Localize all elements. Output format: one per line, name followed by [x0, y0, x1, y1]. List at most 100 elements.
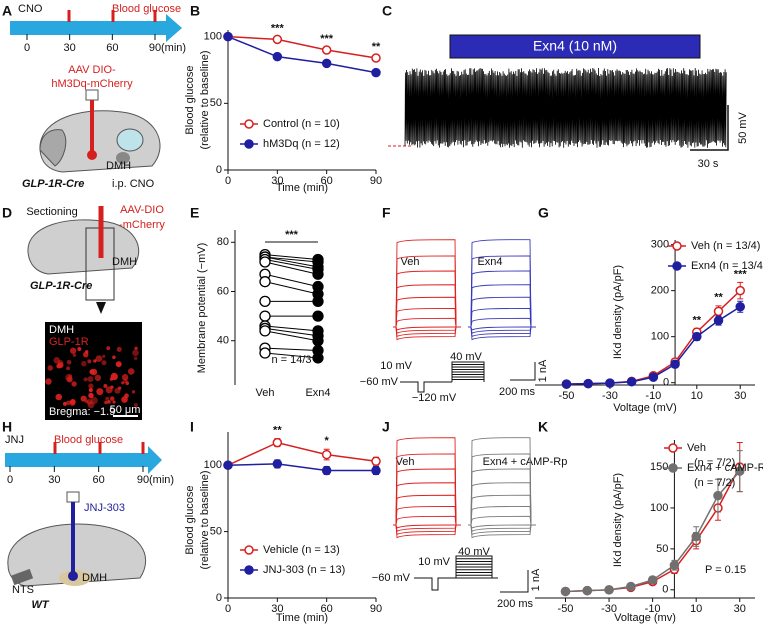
cell: [66, 400, 71, 406]
x-tick-label: 0: [225, 175, 231, 187]
x-tick-label: 60: [321, 175, 333, 187]
current-trace: [468, 437, 536, 526]
region: [116, 128, 144, 152]
data-point: [312, 268, 324, 280]
x-tick-label: -30: [601, 603, 617, 615]
timeline-unit: (min): [161, 42, 186, 54]
y-tick-label: 100: [204, 459, 222, 471]
scale-i: 1 nA: [537, 359, 549, 382]
current-trace: [393, 317, 461, 328]
panel-label: G: [538, 205, 549, 221]
data-point: [371, 456, 381, 466]
image-label: DMH: [49, 324, 74, 336]
virus: AAV-DIO: [120, 204, 164, 216]
note: n = 14/3: [271, 354, 311, 366]
pair-line: [264, 259, 319, 270]
cell: [125, 381, 130, 386]
y-tick-label: 50: [656, 543, 668, 555]
cell: [121, 374, 129, 381]
cell: [104, 400, 108, 405]
scale-t: 30 s: [698, 158, 719, 170]
protocol: 40 mV: [458, 546, 490, 558]
region: [10, 568, 34, 586]
mouse: GLP-1R-Cre: [22, 178, 84, 190]
cell: [88, 392, 94, 399]
cell: [102, 354, 106, 358]
bregma: Bregma: −1.9: [49, 406, 115, 418]
protocol-line: [400, 381, 452, 393]
x-tick-label: Exn4: [305, 387, 330, 399]
cell: [81, 360, 87, 367]
data-point: [735, 285, 745, 296]
current-trace: [393, 494, 461, 526]
y-tick-label: 200: [651, 285, 669, 297]
cell: [106, 346, 111, 351]
data-point: [259, 347, 271, 359]
current-trace: [468, 326, 536, 341]
y-tick-label: 60: [217, 285, 229, 297]
timeline-label: 60: [93, 474, 105, 486]
x-tick-label: 30: [271, 603, 283, 615]
cell: [69, 347, 77, 354]
protocol-steps: [455, 555, 493, 578]
pair-line: [264, 325, 319, 332]
current-trace: [468, 326, 536, 331]
cell: [66, 359, 72, 365]
x-tick-label: Veh: [256, 387, 275, 399]
cell: [131, 390, 136, 394]
cell: [103, 384, 108, 388]
data-point: [371, 67, 381, 78]
data-point: [272, 459, 283, 469]
cell: [88, 387, 93, 393]
brain: [39, 110, 161, 173]
current-trace: [393, 437, 461, 526]
data-point: [560, 586, 571, 597]
data-point: [312, 310, 324, 322]
significance: **: [372, 41, 381, 53]
legend-label: Veh (n = 7/2): [687, 442, 735, 469]
x-axis-label: Voltage (mV): [613, 402, 677, 414]
timeline-arrow: [5, 446, 162, 474]
cell: [114, 387, 121, 394]
series-line: [227, 441, 377, 466]
panel-label: F: [382, 205, 391, 221]
legend-marker: [244, 119, 254, 129]
y-axis-label: (relative to baseline): [199, 470, 211, 569]
data-point: [648, 372, 659, 382]
current-trace: [468, 524, 536, 539]
virus: hM3Dq-mCherry: [51, 78, 133, 90]
protocol: −60 mV: [360, 376, 399, 388]
data-point: [259, 256, 271, 268]
data-point: [223, 31, 233, 42]
cell: [121, 396, 128, 403]
data-point: [312, 295, 324, 307]
data-point: [647, 575, 658, 585]
data-point: [692, 331, 702, 342]
x-tick-label: 90: [370, 175, 382, 187]
injection-site: [68, 571, 78, 581]
pair-line: [264, 327, 319, 337]
cell: [71, 381, 77, 387]
data-point: [735, 466, 745, 476]
cell: [105, 396, 110, 401]
x-tick-label: 60: [321, 603, 333, 615]
x-tick-label: -10: [645, 390, 661, 402]
y-axis-label: IKd density (pA/pF): [612, 473, 624, 567]
x-axis-label: Time (min): [276, 182, 328, 194]
y-axis-label: (relative to baseline): [199, 50, 211, 149]
legend-label: Veh (n = 13/4): [691, 240, 760, 252]
region-label: NTS: [12, 584, 34, 596]
current-trace: [393, 326, 461, 338]
timeline-arrow: [10, 14, 182, 42]
protocol: 10 mV: [380, 360, 412, 372]
scale-i: 1 nA: [530, 568, 542, 591]
data-point: [604, 585, 614, 595]
mouse: WT: [31, 599, 49, 611]
y-tick-label: 300: [651, 239, 669, 251]
y-tick-label: 40: [217, 335, 229, 347]
current-trace: [393, 296, 461, 328]
x-tick-label: 90: [370, 603, 382, 615]
cell: [86, 398, 93, 405]
drug-bar: [449, 34, 701, 59]
